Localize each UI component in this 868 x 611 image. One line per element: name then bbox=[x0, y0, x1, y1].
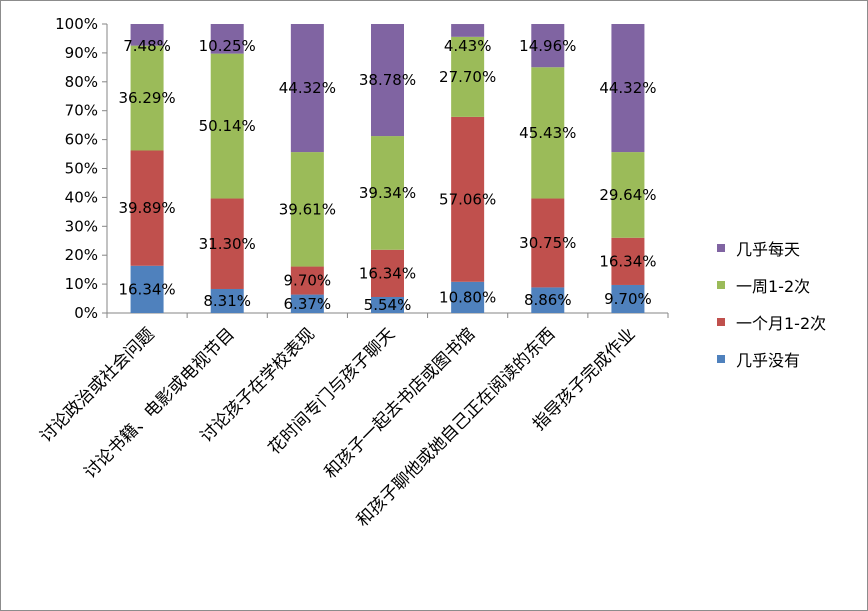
legend-label: 几乎每天 bbox=[736, 240, 800, 259]
data-label: 14.96% bbox=[519, 37, 576, 55]
data-label: 31.30% bbox=[199, 235, 256, 253]
bar-segment bbox=[611, 284, 645, 313]
bar-segment bbox=[210, 288, 244, 313]
y-tick-label: 50% bbox=[65, 160, 98, 178]
bar-segment bbox=[130, 45, 164, 151]
bar-segment bbox=[531, 198, 565, 288]
data-label: 8.31% bbox=[203, 292, 251, 310]
bar-segment bbox=[210, 24, 244, 54]
y-tick-label: 30% bbox=[65, 217, 98, 235]
data-label: 30.75% bbox=[519, 234, 576, 252]
bar-segment bbox=[371, 24, 404, 137]
bar-segment bbox=[611, 152, 645, 238]
data-label: 10.80% bbox=[439, 288, 496, 306]
data-label: 16.34% bbox=[359, 264, 416, 282]
bar-segment bbox=[371, 296, 404, 313]
data-labels: 16.34% 39.89% 36.29% 7.48% 8.31% 31.30% 50.14%… bbox=[118, 37, 656, 314]
data-label: 9.70% bbox=[284, 272, 332, 290]
category-label: 和孩子一起去书店或图书馆 bbox=[321, 324, 479, 482]
data-label: 27.70% bbox=[439, 68, 496, 86]
data-label: 10.25% bbox=[199, 37, 256, 55]
bar-segment bbox=[130, 265, 164, 313]
bar-segment bbox=[371, 249, 404, 297]
legend-swatch bbox=[717, 281, 725, 289]
data-label: 57.06% bbox=[439, 190, 496, 208]
bar-segment bbox=[290, 266, 324, 295]
bar-segment bbox=[290, 24, 324, 153]
data-label: 44.32% bbox=[599, 79, 656, 97]
data-label: 50.14% bbox=[199, 117, 256, 135]
bar-segment bbox=[611, 237, 645, 285]
category-label: 讨论书籍、电影或电视节目 bbox=[80, 324, 238, 482]
bar-segment bbox=[130, 24, 164, 46]
data-label: 9.70% bbox=[604, 290, 652, 308]
y-tick-label: 10% bbox=[65, 275, 98, 293]
data-label: 16.34% bbox=[599, 252, 656, 270]
bar-segment bbox=[451, 281, 485, 313]
y-tick-label: 70% bbox=[65, 102, 98, 120]
data-label: 7.48% bbox=[123, 37, 171, 55]
axes: 0% 10% 20% 30% 40% 50% 60% 70% 80% 90% 100% bbox=[55, 15, 669, 322]
data-label: 5.54% bbox=[364, 296, 412, 314]
y-tick-label: 100% bbox=[55, 15, 98, 33]
data-label: 45.43% bbox=[519, 124, 576, 142]
bar-segment bbox=[451, 116, 485, 282]
legend-label: 一个月1-2次 bbox=[736, 314, 826, 333]
bar-segment bbox=[290, 152, 324, 267]
y-tick-label: 20% bbox=[65, 246, 98, 264]
data-label: 29.64% bbox=[599, 186, 656, 204]
data-label: 38.78% bbox=[359, 71, 416, 89]
data-label: 39.34% bbox=[359, 184, 416, 202]
y-tick-label: 40% bbox=[65, 188, 98, 206]
data-label: 39.89% bbox=[118, 199, 175, 217]
y-tick-label: 0% bbox=[74, 304, 98, 322]
category-labels: 讨论政治或社会问题讨论书籍、电影或电视节目讨论孩子在学校表现花时间专门与孩子聊天… bbox=[36, 324, 639, 530]
data-label: 39.61% bbox=[279, 200, 336, 218]
legend-label: 几乎没有 bbox=[736, 351, 800, 370]
data-label: 8.86% bbox=[524, 291, 572, 309]
y-tick-label: 80% bbox=[65, 73, 98, 91]
legend-swatch bbox=[717, 355, 725, 363]
y-tick-label: 90% bbox=[65, 44, 98, 62]
bar-segment bbox=[210, 198, 244, 289]
legend-swatch bbox=[717, 318, 725, 326]
data-label: 6.37% bbox=[284, 295, 332, 313]
bar-segment bbox=[531, 287, 565, 313]
bar-segment bbox=[210, 53, 244, 199]
bar-segment bbox=[130, 150, 164, 266]
bar-segment bbox=[371, 136, 404, 250]
bar-segment bbox=[451, 24, 485, 37]
legend-label: 一周1-2次 bbox=[736, 277, 810, 296]
legend-swatch bbox=[717, 244, 725, 252]
data-label: 44.32% bbox=[279, 79, 336, 97]
bars bbox=[130, 24, 645, 313]
data-label: 16.34% bbox=[118, 280, 175, 298]
bar-segment bbox=[531, 67, 565, 199]
bar-segment bbox=[611, 24, 645, 153]
bar-segment bbox=[451, 36, 485, 117]
data-label: 4.43% bbox=[444, 37, 492, 55]
data-label: 36.29% bbox=[118, 89, 175, 107]
y-tick-label: 60% bbox=[65, 131, 98, 149]
bar-segment bbox=[531, 24, 565, 68]
bar-segment bbox=[290, 294, 324, 313]
